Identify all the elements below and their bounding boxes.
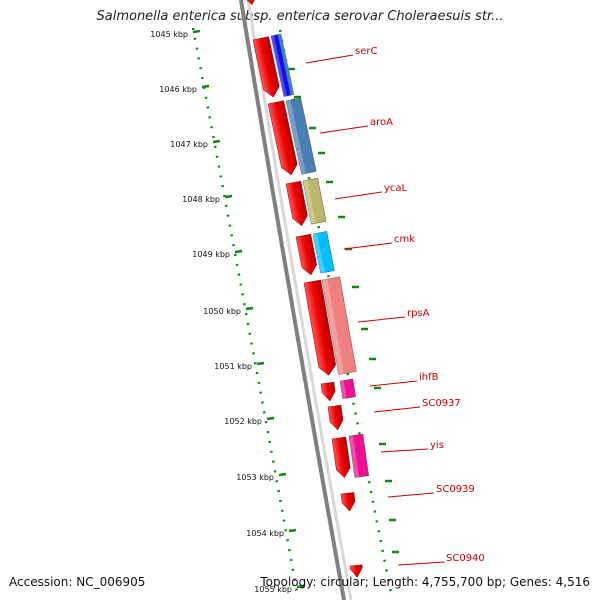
gene-bar-highlight: [322, 279, 344, 375]
tick-mark: [212, 139, 221, 144]
gene-label-serC[interactable]: serC: [355, 46, 377, 57]
cds-arrow: [267, 100, 298, 176]
tick-label: 1050 kbp: [203, 307, 241, 316]
gene-label-connector: [369, 380, 418, 387]
gene-label-connector: [397, 561, 445, 566]
inner-dotted-ring: [191, 27, 300, 599]
gene-label-rpsA[interactable]: rpsA: [407, 308, 430, 319]
cds-arrow-shape: [252, 36, 280, 98]
gene-label-connector: [334, 191, 383, 200]
cds-arrow: [285, 180, 308, 227]
tick-label: 1054 kbp: [246, 529, 284, 538]
gene-bar-highlight: [349, 435, 360, 478]
gene-bar-fill: [312, 231, 335, 274]
tick-label: 1053 kbp: [236, 473, 274, 482]
gene-label-cmk[interactable]: cmk: [394, 234, 415, 245]
gene-bar-highlight: [313, 233, 325, 274]
cds-arrow-shape: [327, 404, 344, 431]
gene-bar-highlight: [303, 180, 316, 225]
backbone-track: [239, 0, 346, 600]
gene-bar-ycaL: [302, 177, 327, 225]
gene-bar-rpsA: [321, 276, 357, 375]
gene-label-connector: [380, 448, 429, 453]
cds-arrow: [303, 279, 336, 376]
cds-arrow: [295, 233, 317, 276]
tick-label: 1051 kbp: [214, 362, 252, 371]
gene-bar-highlight: [286, 100, 306, 175]
gene-bar-ihfB: [339, 378, 356, 400]
gene-label-connector: [319, 125, 369, 134]
cds-arrow: [320, 381, 336, 402]
cds-arrow: [327, 404, 344, 431]
gene-label-ihfB[interactable]: ihfB: [419, 372, 439, 383]
tick-mark: [234, 249, 243, 254]
gene-bar-fill: [339, 378, 356, 400]
tick-mark: [245, 306, 254, 311]
cds-arrow: [331, 436, 351, 479]
cds-arrow-shape: [331, 436, 351, 479]
gene-label-connector: [373, 406, 421, 413]
gene-bar-cmk: [312, 231, 335, 274]
cds-arrow: [340, 492, 356, 512]
genome-stats-label: Topology: circular; Length: 4,755,700 bp…: [260, 575, 590, 589]
cds-arrow: [349, 564, 363, 578]
tick-label: 1049 kbp: [192, 250, 230, 259]
tick-label: 1048 kbp: [182, 195, 220, 204]
gene-label-yis[interactable]: yis: [430, 440, 444, 451]
cds-arrow: [252, 36, 280, 98]
tick-label: 1052 kbp: [224, 417, 262, 426]
gene-bar-fill: [302, 177, 327, 225]
tick-label: 1046 kbp: [159, 85, 197, 94]
tick-mark: [224, 194, 233, 199]
gene-label-connector: [343, 242, 393, 250]
cds-arrow-shape: [349, 564, 363, 578]
tick-mark: [256, 361, 265, 366]
gene-label-ycaL[interactable]: ycaL: [384, 183, 408, 194]
tick-mark: [266, 416, 275, 421]
gene-bar-fill: [321, 276, 357, 375]
tick-mark: [278, 472, 287, 477]
gene-label-connector: [357, 316, 406, 323]
cds-arrow-shape: [267, 100, 298, 176]
gene-label-SC0937[interactable]: SC0937: [422, 398, 461, 409]
cds-arrow-shape: [320, 381, 336, 402]
tick-label: 1055 kbp: [254, 585, 292, 594]
gene-bar-serC: [270, 33, 295, 97]
gene-label-SC0940[interactable]: SC0940: [446, 553, 485, 564]
cds-arrow-shape: [340, 492, 356, 512]
gene-bar-band: [277, 33, 295, 96]
cds-arrow: [242, 0, 258, 6]
gene-bar-fill: [348, 433, 369, 478]
tick-label: 1045 kbp: [150, 30, 188, 39]
accession-label: Accession: NC_006905: [9, 575, 146, 589]
cds-arrow-shape: [242, 0, 258, 6]
tick-mark: [288, 528, 297, 533]
gene-bar-yis: [348, 433, 369, 478]
cds-arrow-shape: [285, 180, 308, 227]
gene-label-connector: [387, 492, 435, 498]
backbone-track-shadow: [246, 0, 353, 600]
cds-arrow-shape: [303, 279, 336, 376]
tick-mark: [296, 584, 305, 589]
gene-label-connector: [305, 54, 354, 64]
gene-label-SC0939[interactable]: SC0939: [436, 484, 475, 495]
map-title: Salmonella enterica subsp. enterica sero…: [96, 9, 504, 24]
gene-bar-highlight: [271, 35, 287, 97]
gene-bar-fill: [285, 97, 317, 175]
tick-label: 1047 kbp: [170, 140, 208, 149]
tick-mark: [192, 29, 201, 34]
gene-bar-highlight: [340, 380, 347, 399]
gene-bar-aroA: [285, 97, 317, 175]
tick-mark: [201, 84, 210, 89]
gene-label-aroA[interactable]: aroA: [370, 117, 393, 128]
cds-arrow-shape: [295, 233, 317, 276]
